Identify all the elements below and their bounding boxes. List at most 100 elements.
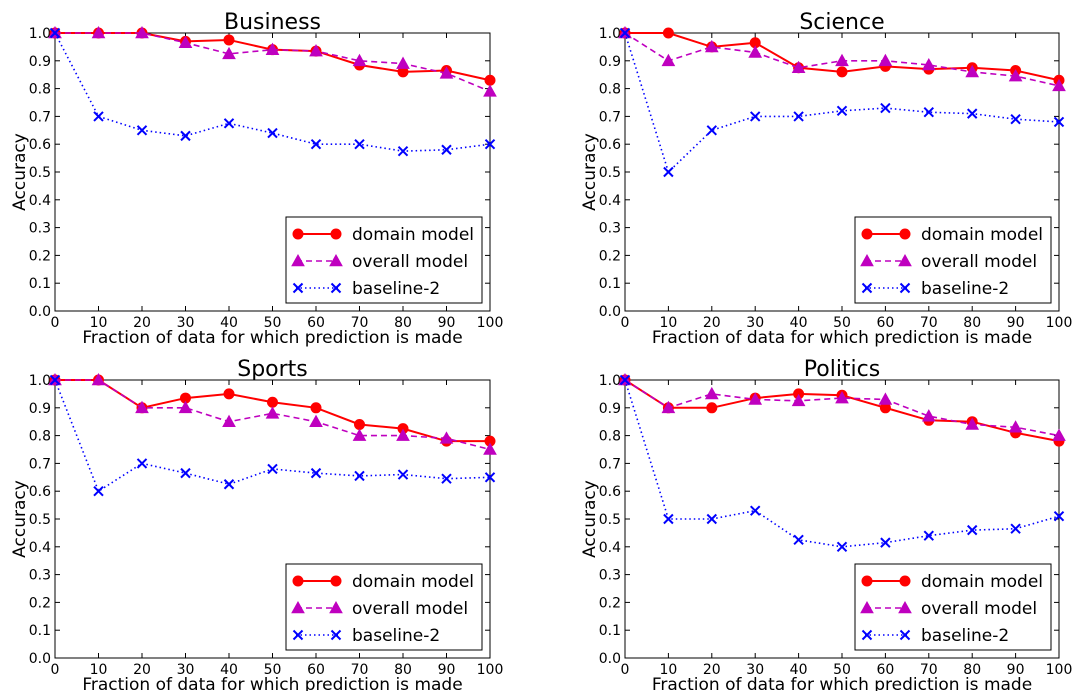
x-tick-label: 20 [703, 315, 721, 331]
point-overall-model [91, 25, 106, 39]
x-tick-label: 100 [477, 662, 504, 678]
point-baseline-2 [49, 374, 61, 386]
legend-label: domain model [921, 225, 1043, 245]
y-tick-label: 0.1 [599, 623, 621, 639]
y-tick-label: 0.3 [599, 568, 621, 584]
legend-label: overall model [352, 252, 468, 272]
x-tick-label: 30 [177, 662, 195, 678]
y-tick-label: 0.0 [599, 304, 621, 320]
point-overall-model [661, 400, 676, 414]
y-tick-label: 0.8 [29, 82, 51, 98]
point-baseline-2 [706, 513, 718, 525]
chart-panel-business: Business 0.0 0.1 0.2 0.3 0.4 0.5 0.6 0.7 0.8 0.9 1.… [10, 10, 503, 348]
point-overall-model [222, 414, 236, 427]
x-tick-label: 10 [659, 662, 677, 678]
y-tick-label: 0.0 [29, 304, 51, 320]
x-tick-label: 30 [177, 315, 195, 331]
y-tick-label: 0.9 [599, 401, 621, 417]
y-tick-label: 0.1 [599, 276, 621, 292]
legend-label: domain model [921, 572, 1043, 592]
point-baseline-2 [180, 467, 191, 479]
x-tick-label: 20 [703, 662, 721, 678]
point-baseline-2 [93, 111, 104, 122]
x-tick-label: 100 [477, 315, 504, 331]
x-tick-label: 60 [876, 315, 894, 331]
legend-marker [860, 253, 874, 267]
y-tick-label: 0.8 [29, 429, 51, 445]
point-domain-model [836, 66, 848, 78]
series-line-overall-model [624, 379, 1060, 437]
x-tick-label: 40 [790, 662, 808, 678]
legend-marker [899, 629, 911, 641]
point-baseline-2 [267, 127, 278, 139]
point-baseline-2 [310, 467, 322, 479]
y-tick-label: 0.5 [599, 165, 621, 181]
x-tick-label: 70 [920, 315, 938, 331]
point-overall-model [178, 400, 193, 414]
x-tick-label: 90 [438, 315, 456, 331]
y-tick-label: 0.6 [599, 137, 621, 153]
legend-label: overall model [921, 599, 1037, 619]
point-baseline-2 [354, 138, 365, 150]
legend-marker [899, 282, 911, 294]
point-overall-model [1052, 428, 1066, 441]
y-tick-label: 0.1 [29, 623, 51, 639]
point-overall-model [835, 391, 849, 404]
y-tick-label: 0.1 [29, 276, 51, 292]
point-overall-model [965, 417, 980, 430]
point-baseline-2 [793, 534, 804, 546]
x-tick-label: 10 [659, 315, 677, 331]
legend-label: domain model [352, 572, 474, 592]
legend-label: overall model [921, 252, 1037, 272]
x-tick-label: 60 [876, 662, 894, 678]
legend-label: baseline-2 [921, 279, 1009, 299]
x-tick-label: 50 [264, 315, 282, 331]
point-baseline-2 [180, 130, 191, 142]
legend-marker [329, 253, 343, 267]
x-tick-label: 20 [133, 662, 151, 678]
y-tick-label: 0.2 [599, 248, 621, 264]
point-domain-model [484, 74, 496, 86]
y-tick-label: 0.4 [599, 540, 621, 556]
point-overall-model [352, 53, 367, 67]
legend: domain model overall model baseline-2 [854, 563, 1052, 651]
point-overall-model [483, 442, 497, 455]
x-tick-label: 50 [833, 315, 851, 331]
point-overall-model [704, 39, 719, 53]
point-overall-model [1008, 69, 1023, 82]
y-tick-label: 0.5 [29, 165, 51, 181]
point-overall-model [791, 60, 806, 74]
x-tick-label: 50 [264, 662, 282, 678]
y-tick-label: 0.3 [29, 568, 51, 584]
x-axis-label: Fraction of data for which prediction is… [82, 675, 462, 691]
point-overall-model [661, 53, 676, 67]
legend-marker [898, 600, 912, 614]
point-baseline-2 [836, 105, 848, 117]
point-overall-model [309, 44, 323, 57]
x-tick-label: 30 [746, 315, 764, 331]
chart-title: Business [224, 10, 321, 35]
point-domain-model [310, 402, 322, 414]
point-overall-model [309, 414, 323, 427]
x-tick-label: 0 [621, 315, 630, 331]
point-baseline-2 [223, 118, 235, 129]
y-tick-label: 1.0 [29, 373, 51, 389]
y-tick-label: 0.0 [29, 651, 51, 667]
legend-marker [330, 575, 342, 587]
x-tick-label: 0 [51, 662, 60, 678]
x-tick-label: 80 [394, 662, 412, 678]
y-tick-label: 0.2 [599, 595, 621, 611]
point-overall-model [178, 35, 193, 49]
legend: domain model overall model baseline-2 [285, 216, 483, 304]
point-baseline-2 [1053, 116, 1065, 128]
point-overall-model [921, 57, 936, 71]
point-overall-model [439, 66, 454, 79]
point-baseline-2 [966, 524, 978, 536]
point-baseline-2 [706, 125, 718, 136]
point-domain-model [354, 418, 365, 430]
point-baseline-2 [1010, 113, 1021, 125]
legend-marker [292, 282, 304, 294]
point-domain-model [223, 388, 235, 400]
y-tick-label: 0.3 [29, 221, 51, 237]
legend-label: domain model [352, 225, 474, 245]
